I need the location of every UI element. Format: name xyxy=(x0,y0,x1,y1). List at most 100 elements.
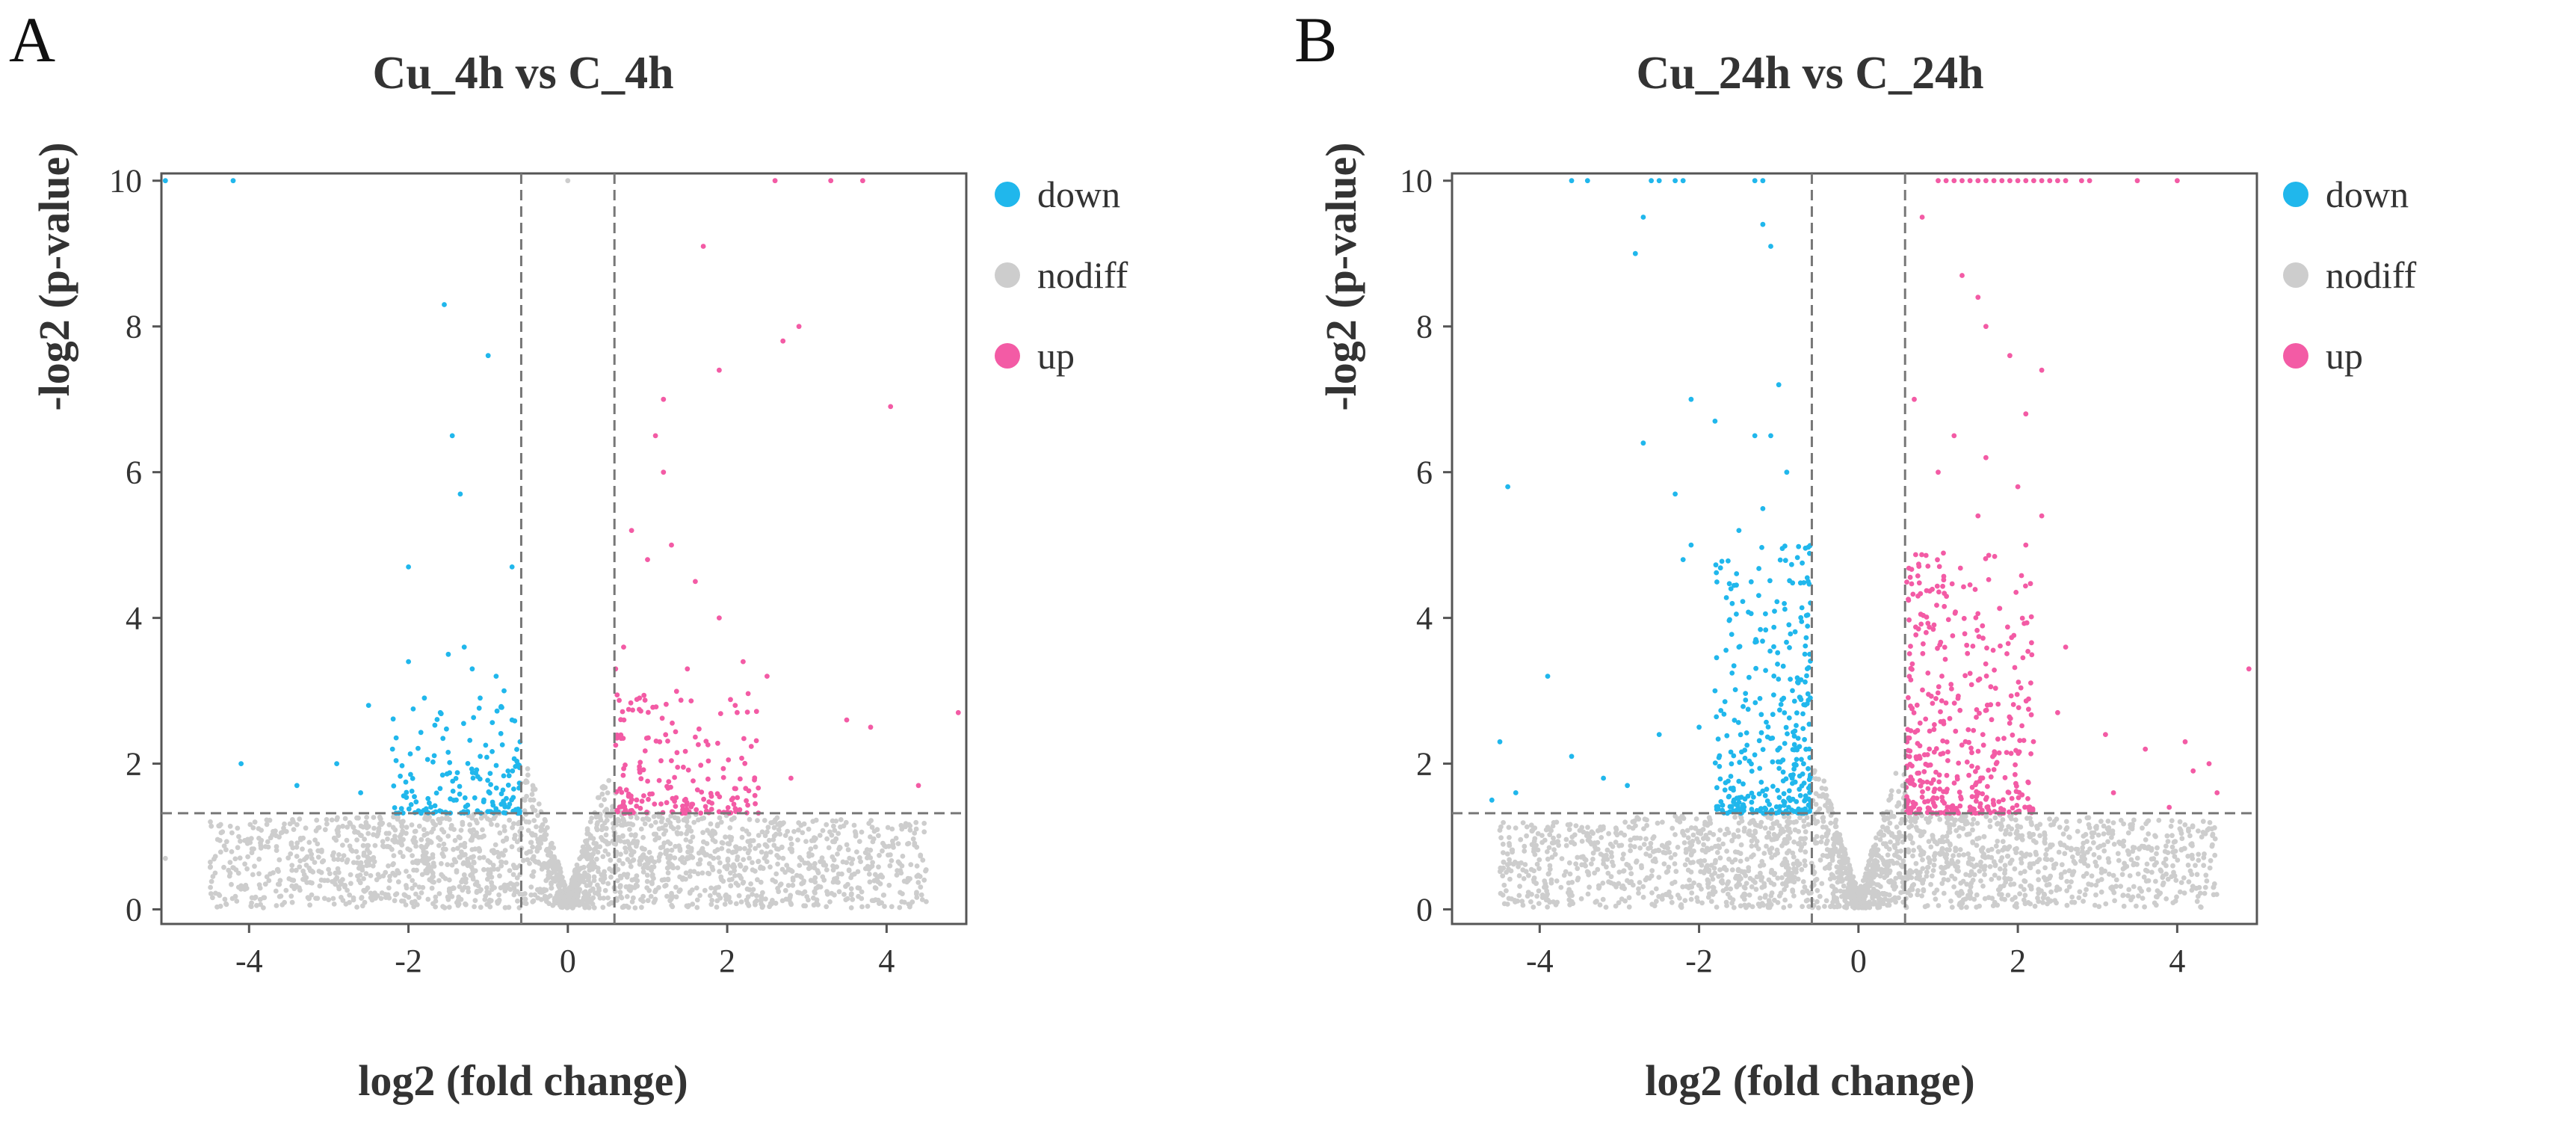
nodiff-point xyxy=(2027,831,2033,836)
nodiff-point xyxy=(327,871,333,877)
down-point xyxy=(428,804,433,810)
nodiff-point xyxy=(782,869,788,875)
nodiff-point xyxy=(1941,890,1947,896)
down-point xyxy=(504,795,509,801)
nodiff-point xyxy=(282,899,287,905)
nodiff-point xyxy=(560,905,565,910)
down-point xyxy=(1800,726,1806,731)
nodiff-point xyxy=(850,857,856,862)
up-point xyxy=(629,797,634,802)
nodiff-point xyxy=(2028,884,2034,890)
nodiff-point xyxy=(347,843,353,849)
down-point xyxy=(442,302,447,307)
nodiff-point xyxy=(1587,839,1593,845)
nodiff-point xyxy=(2170,863,2175,869)
nodiff-point xyxy=(1907,833,1912,839)
nodiff-point xyxy=(1708,899,1714,905)
nodiff-point xyxy=(608,813,614,819)
nodiff-point xyxy=(785,866,791,872)
nodiff-point xyxy=(802,889,808,895)
nodiff-point xyxy=(1584,869,1590,875)
nodiff-point xyxy=(2053,861,2059,867)
nodiff-point xyxy=(1824,864,1830,870)
nodiff-point xyxy=(1500,873,1506,879)
nodiff-point xyxy=(1702,822,1708,828)
nodiff-point xyxy=(830,863,835,869)
nodiff-point xyxy=(2168,824,2174,829)
nodiff-point xyxy=(235,825,241,831)
nodiff-point xyxy=(651,875,656,881)
down-point xyxy=(1797,792,1803,798)
nodiff-point xyxy=(465,885,471,891)
nodiff-point xyxy=(478,905,484,910)
nodiff-point xyxy=(1735,828,1741,834)
down-point xyxy=(432,722,438,728)
nodiff-point xyxy=(733,844,739,850)
nodiff-point xyxy=(2058,875,2064,881)
nodiff-point xyxy=(2122,865,2128,871)
nodiff-point xyxy=(1915,892,1921,898)
nodiff-point xyxy=(486,872,492,877)
nodiff-point xyxy=(1960,878,1966,884)
nodiff-point xyxy=(1717,867,1723,872)
down-point xyxy=(485,353,491,359)
nodiff-point xyxy=(1652,903,1658,909)
nodiff-point xyxy=(2040,899,2045,905)
up-point xyxy=(696,742,701,748)
nodiff-point xyxy=(2129,824,2135,830)
nodiff-point xyxy=(1794,819,1800,825)
nodiff-point xyxy=(459,879,464,885)
nodiff-point xyxy=(628,863,634,869)
down-point xyxy=(505,768,511,774)
down-point xyxy=(488,782,493,787)
nodiff-point xyxy=(262,844,268,849)
nodiff-point xyxy=(1931,862,1937,868)
nodiff-point xyxy=(277,857,282,863)
nodiff-point xyxy=(910,836,916,842)
nodiff-point xyxy=(2081,852,2087,857)
nodiff-point xyxy=(2177,889,2183,895)
down-point xyxy=(445,651,451,657)
nodiff-point xyxy=(733,901,739,907)
nodiff-point xyxy=(2105,819,2111,824)
nodiff-point xyxy=(216,892,222,897)
nodiff-point xyxy=(918,853,924,859)
nodiff-point xyxy=(425,837,430,843)
nodiff-point xyxy=(1866,858,1872,864)
nodiff-point xyxy=(722,864,728,869)
nodiff-point xyxy=(656,885,661,890)
nodiff-point xyxy=(1610,844,1616,849)
nodiff-point xyxy=(1962,821,1968,827)
nodiff-point xyxy=(694,905,700,910)
down-point xyxy=(406,806,412,812)
nodiff-point xyxy=(1949,905,1955,910)
nodiff-point xyxy=(1729,837,1735,843)
nodiff-point xyxy=(2030,838,2036,843)
down-point xyxy=(334,761,339,766)
nodiff-point xyxy=(470,876,476,882)
up-point xyxy=(618,732,624,738)
nodiff-point xyxy=(1504,869,1509,875)
nodiff-point xyxy=(784,863,790,868)
nodiff-point xyxy=(742,845,747,851)
nodiff-point xyxy=(387,878,392,884)
nodiff-point xyxy=(913,826,919,832)
nodiff-point xyxy=(1967,872,1973,878)
nodiff-point xyxy=(1631,818,1637,824)
nodiff-point xyxy=(371,815,377,820)
nodiff-point xyxy=(1605,870,1611,876)
nodiff-point xyxy=(740,826,745,832)
nodiff-point xyxy=(509,844,515,850)
nodiff-point xyxy=(227,870,233,876)
nodiff-point xyxy=(363,819,369,825)
nodiff-point xyxy=(1509,847,1515,853)
nodiff-point xyxy=(528,884,534,890)
nodiff-point xyxy=(330,896,336,902)
nodiff-point xyxy=(700,830,705,836)
nodiff-point xyxy=(208,891,214,896)
up-point xyxy=(744,798,749,804)
nodiff-point xyxy=(1624,861,1630,867)
nodiff-point xyxy=(591,878,597,884)
nodiff-point xyxy=(2194,872,2200,878)
nodiff-point xyxy=(481,854,487,860)
